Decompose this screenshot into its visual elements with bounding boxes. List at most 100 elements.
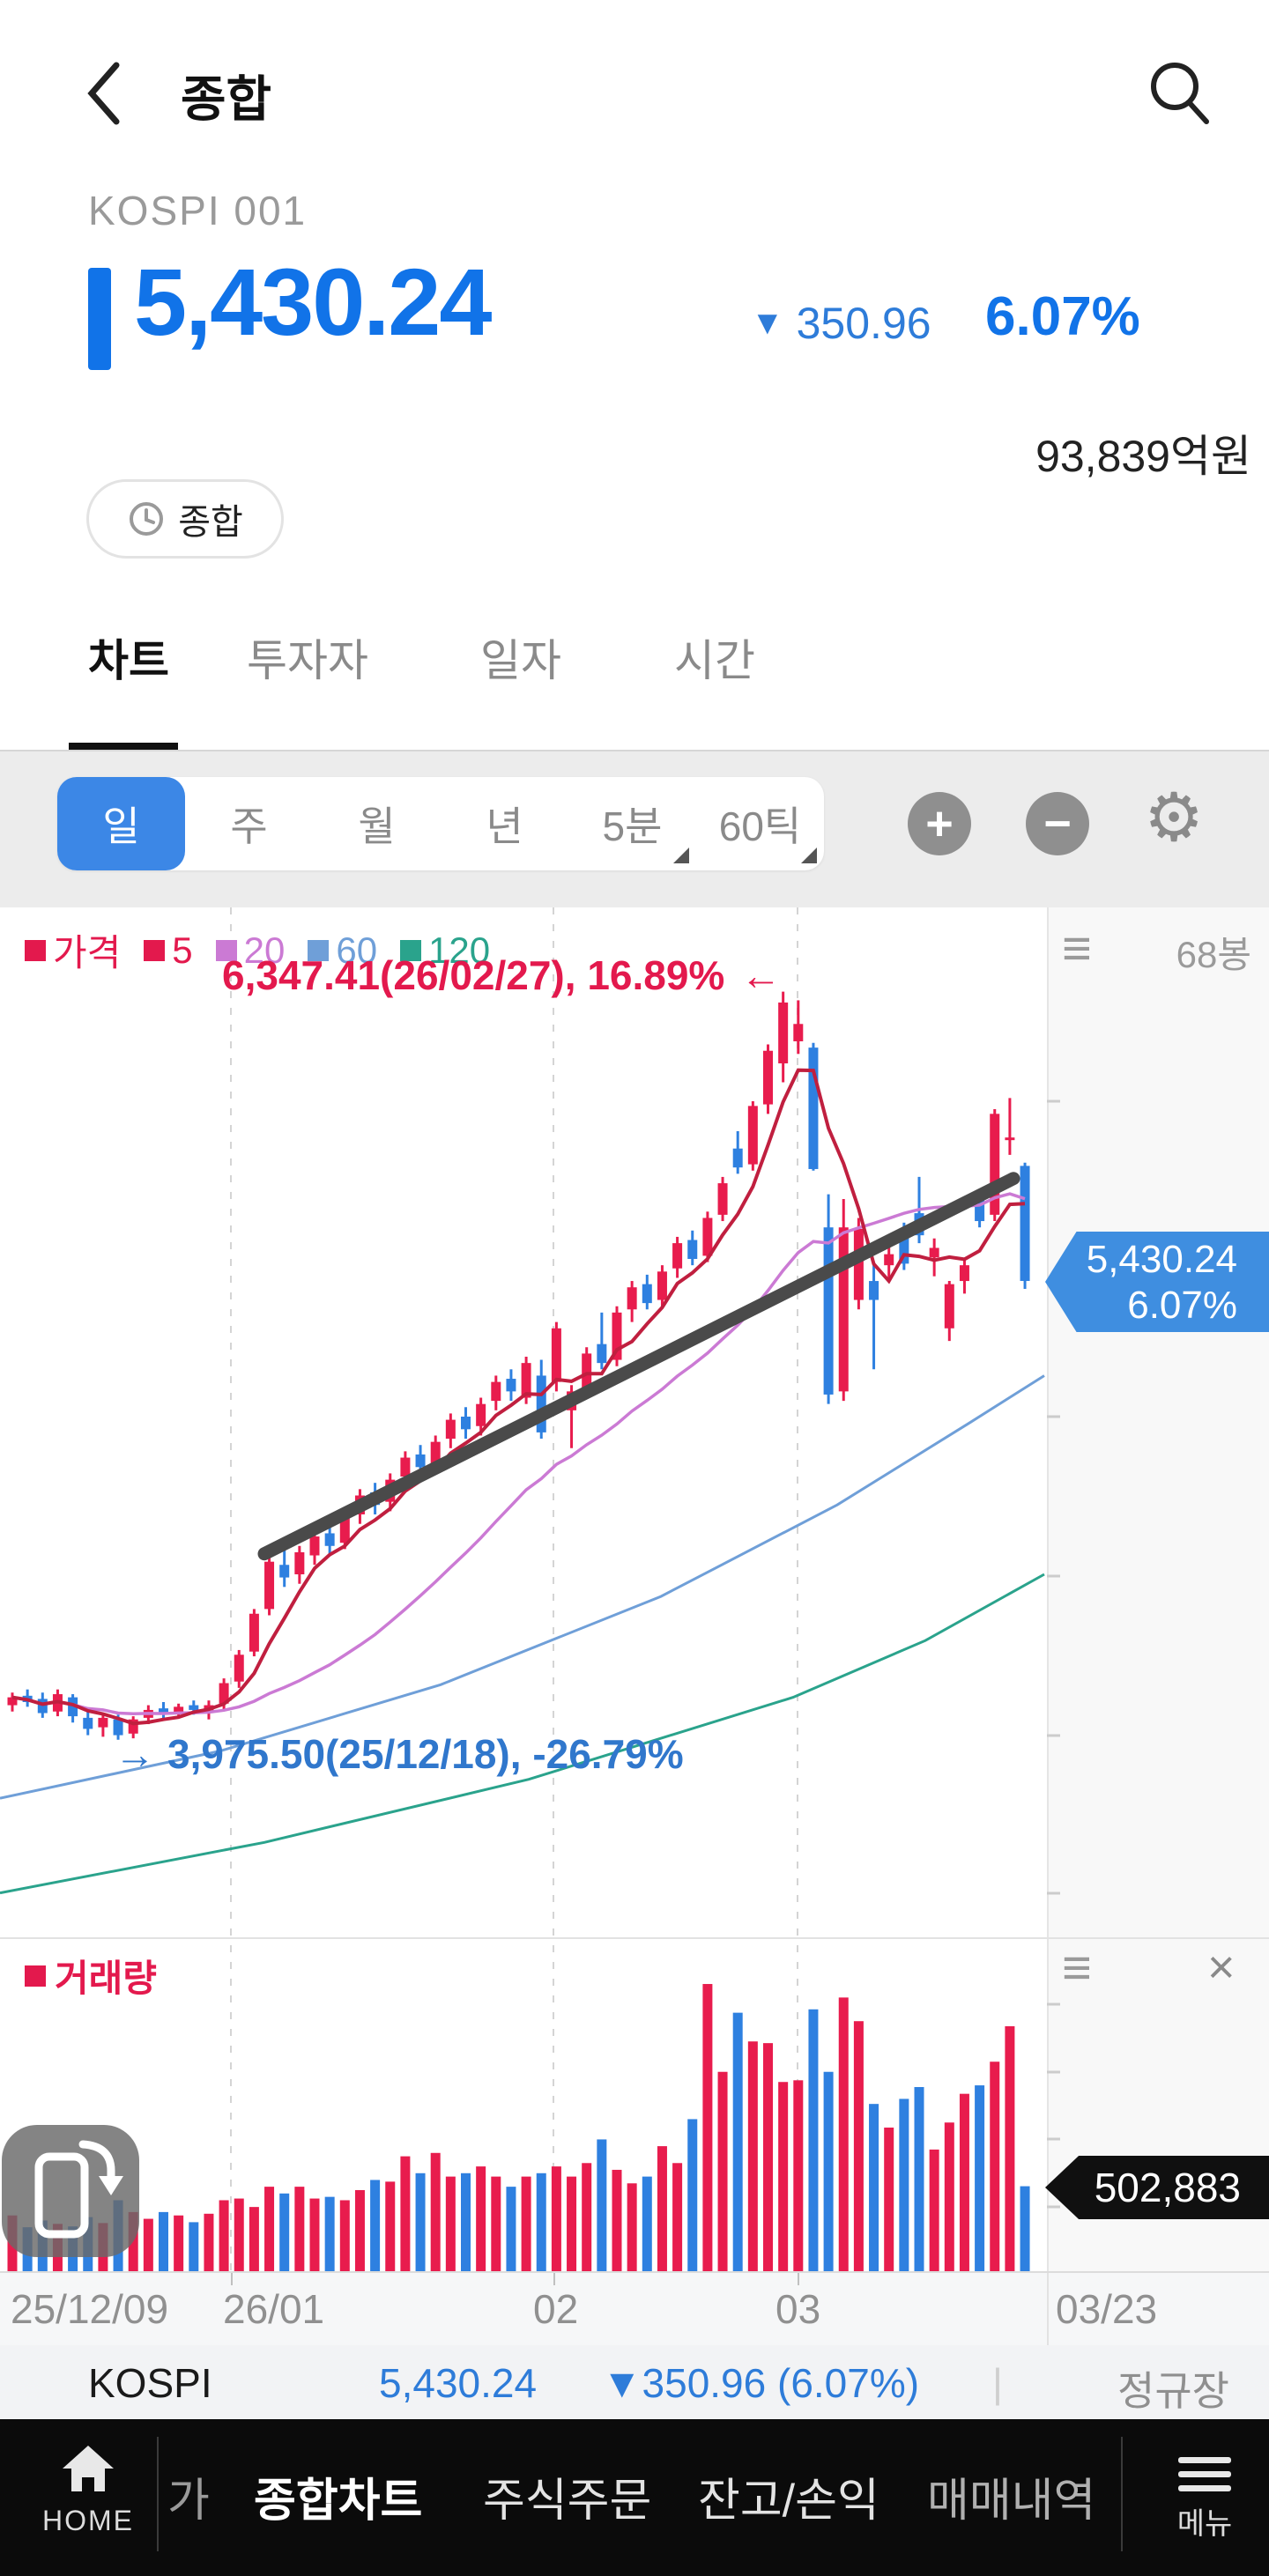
tab-일자[interactable]: 일자 (480, 636, 561, 685)
clock-icon (130, 502, 164, 536)
rotate-phone-icon (34, 2140, 123, 2239)
ma-legend: 가격 5 20 60 120 (25, 923, 490, 977)
price-change: ▼ 350.96 (751, 298, 931, 349)
nav-menu-button[interactable]: 메뉴 (1165, 2449, 1244, 2543)
market-chip-label: 종합 (178, 503, 243, 542)
low-annotation: → 3,975.50(25/12/18), -26.79% (115, 1730, 684, 1778)
left-arrow-icon: ← (740, 952, 782, 998)
legend-swatch (215, 939, 237, 961)
volume-legend-swatch (25, 1965, 46, 1987)
volume-legend-label: 거래량 (55, 1958, 157, 1999)
volume-pane-menu-icon[interactable]: ≡ (1062, 1939, 1092, 1996)
instrument-code: KOSPI 001 (88, 188, 308, 233)
legend-item-5: 5 (144, 929, 193, 972)
legend-item-60: 60 (308, 929, 377, 972)
status-price: 5,430.24 (379, 2360, 538, 2406)
bar-count: 68봉 (1176, 934, 1251, 975)
period-5분[interactable]: 5분 (568, 777, 696, 870)
right-arrow-icon: → (115, 1731, 155, 1777)
volume-legend: 거래량 (25, 1949, 157, 2002)
legend-item-가격: 가격 (25, 923, 121, 977)
legend-label: 5 (172, 929, 193, 971)
status-index-name: KOSPI (88, 2360, 212, 2406)
tab-시간[interactable]: 시간 (674, 636, 755, 685)
legend-item-20: 20 (215, 929, 286, 972)
legend-swatch (144, 939, 166, 961)
legend-swatch (25, 939, 46, 961)
price-tag-value: 5,430.24 (1086, 1238, 1237, 1281)
current-price: 5,430.24 (134, 248, 492, 355)
x-axis-tick (231, 2273, 233, 2285)
zoom-out-button[interactable]: − (1026, 792, 1089, 855)
tab-투자자[interactable]: 투자자 (247, 636, 368, 685)
period-주[interactable]: 주 (230, 803, 268, 849)
high-annotation-text: 6,347.41(26/02/27), 16.89% (222, 952, 725, 998)
nav-item-종합차트[interactable]: 종합차트 (254, 2476, 423, 2527)
status-divider: | (992, 2360, 1003, 2406)
price-tag-percent: 6.07% (1127, 1284, 1237, 1327)
nav-home-label: HOME (42, 2505, 134, 2536)
change-amount: 350.96 (796, 299, 931, 348)
rotate-screen-button[interactable] (2, 2125, 139, 2257)
nav-item-잔고/손익[interactable]: 잔고/손익 (698, 2476, 879, 2527)
nav-item-가[interactable]: 가 (167, 2476, 210, 2527)
zoom-in-button[interactable]: + (908, 792, 971, 855)
tab-차트[interactable]: 차트 (88, 636, 169, 685)
nav-home-button[interactable]: HOME (35, 2442, 141, 2537)
x-axis-label: 02 (533, 2286, 579, 2332)
bottom-nav: HOME 가 종합차트 주식주문 잔고/손익 매매내역 메뉴 (0, 2419, 1269, 2576)
period-월[interactable]: 월 (358, 803, 396, 849)
market-chip[interactable]: 종합 (86, 479, 284, 559)
period-일[interactable]: 일 (57, 777, 185, 870)
period-60틱[interactable]: 60틱 (696, 777, 824, 870)
x-axis-label: 26/01 (223, 2286, 325, 2332)
trade-value: 93,839억원 (1035, 432, 1251, 481)
legend-swatch (400, 939, 422, 961)
low-annotation-text: 3,975.50(25/12/18), -26.79% (167, 1731, 684, 1777)
chart-toolbar: 일 주 월 년 5분 60틱 + − ⚙ (0, 750, 1269, 907)
x-axis-label: 03 (776, 2286, 821, 2332)
tab-bar: 차트 투자자 일자 시간 (0, 606, 1269, 749)
session-label: 정규장 (1117, 2368, 1229, 2414)
period-segmented-control: 일 주 월 년 5분 60틱 (57, 777, 824, 870)
change-percent: 6.07% (985, 286, 1140, 347)
legend-label: 가격 (53, 932, 122, 973)
nav-menu-label: 메뉴 (1176, 2507, 1233, 2541)
legend-item-120: 120 (400, 929, 490, 972)
nav-item-주식주문[interactable]: 주식주문 (483, 2476, 652, 2527)
page-title: 종합 (181, 71, 272, 127)
legend-label: 120 (428, 929, 491, 971)
back-button[interactable] (79, 58, 132, 129)
gear-icon[interactable]: ⚙ (1144, 781, 1205, 855)
axis-panel-divider (1047, 2273, 1049, 2347)
hamburger-icon (1165, 2457, 1244, 2491)
nav-divider-left (157, 2437, 159, 2551)
current-volume-tag: 502,883 (1045, 2156, 1269, 2219)
index-status-bar: KOSPI 5,430.24 ▼350.96 (6.07%) | 정규장 (0, 2345, 1269, 2419)
x-axis-label: 03/23 (1056, 2286, 1158, 2332)
nav-item-매매내역[interactable]: 매매내역 (927, 2476, 1096, 2527)
volume-pane-close-icon[interactable]: × (1207, 1941, 1236, 1994)
price-pane-menu-icon[interactable]: ≡ (1062, 920, 1092, 977)
high-annotation: 6,347.41(26/02/27), 16.89% ← (222, 951, 781, 999)
legend-label: 20 (243, 929, 286, 971)
x-axis-label: 25/12/09 (11, 2286, 169, 2332)
x-axis-tick (798, 2273, 799, 2285)
down-triangle-icon: ▼ (751, 304, 784, 342)
nav-divider-right (1121, 2437, 1123, 2551)
chart-svg[interactable] (0, 907, 1269, 2271)
dropdown-corner-icon (673, 848, 689, 863)
period-년[interactable]: 년 (486, 803, 523, 849)
legend-label: 60 (336, 929, 378, 971)
plus-icon: + (925, 797, 954, 850)
pane-separator (0, 1937, 1269, 1939)
home-icon (63, 2446, 114, 2491)
legend-swatch (308, 939, 330, 961)
search-icon[interactable] (1141, 55, 1217, 130)
x-axis-tick (553, 2273, 555, 2285)
minus-icon: − (1043, 797, 1072, 850)
active-tab-underline (69, 743, 178, 750)
dropdown-corner-icon (801, 848, 817, 863)
current-price-tag: 5,430.24 6.07% (1045, 1232, 1269, 1332)
